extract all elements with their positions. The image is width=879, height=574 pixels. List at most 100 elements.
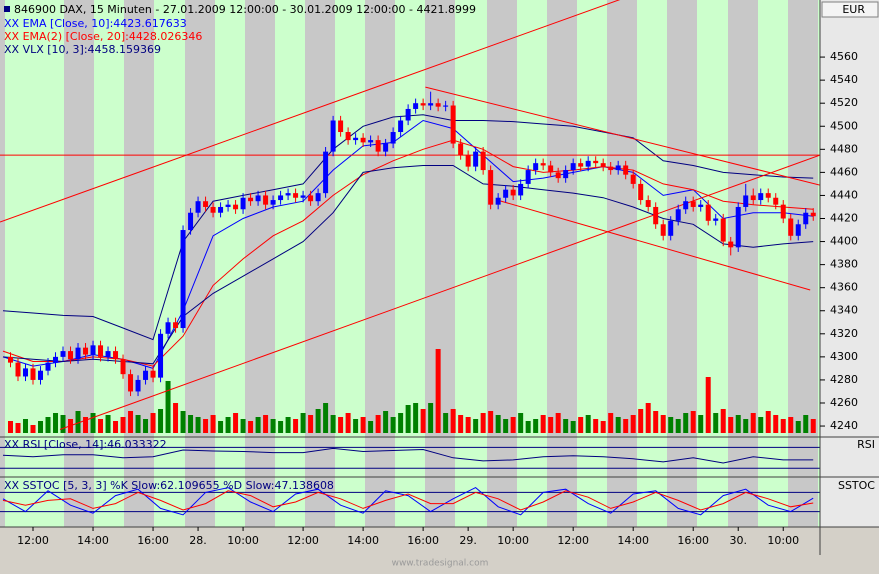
stoch-label: SSTOC: [838, 479, 875, 492]
y-tick-label: 4540: [830, 73, 858, 86]
legend-entry: XX VLX [10, 3]:4458.159369: [4, 43, 161, 56]
volume-bar: [120, 417, 126, 433]
volume-bar: [360, 417, 366, 433]
volume-bar: [450, 409, 456, 433]
candle-body: [435, 103, 441, 107]
candle-body: [105, 351, 111, 357]
trend-line: [425, 86, 820, 186]
candle-body: [338, 120, 344, 133]
candle-body: [450, 105, 456, 144]
candle-body: [293, 193, 299, 198]
candle-body: [128, 374, 134, 392]
volume-bar: [630, 415, 636, 433]
volume-bar: [578, 417, 584, 433]
volume-bar: [60, 415, 66, 433]
candle-body: [443, 105, 449, 107]
volume-bar: [135, 415, 141, 433]
candle-body: [158, 333, 164, 378]
volume-bar: [255, 417, 261, 433]
candle-body: [375, 140, 381, 152]
candle-body: [743, 195, 749, 207]
candle-body: [660, 224, 666, 236]
volume-bar: [758, 417, 764, 433]
volume-bar: [503, 419, 509, 433]
candle-body: [473, 151, 479, 167]
volume-bar: [510, 417, 516, 433]
candle-body: [83, 347, 89, 355]
candle-body: [233, 204, 239, 210]
y-tick-label: 4460: [830, 165, 858, 178]
candle-body: [653, 206, 659, 225]
volume-bar: [555, 413, 561, 433]
candle-body: [390, 132, 396, 144]
candle-body: [38, 370, 44, 380]
volume-bar: [743, 419, 749, 433]
volume-bar: [323, 403, 329, 433]
candle-body: [143, 370, 149, 380]
y-tick-label: 4300: [830, 350, 858, 363]
volume-bar: [465, 417, 471, 433]
candle-body: [308, 195, 314, 202]
x-tick-label: 16:00: [407, 534, 439, 547]
volume-bar: [780, 419, 786, 433]
candle-body: [248, 197, 254, 202]
candle-body: [788, 218, 794, 236]
volume-bar: [548, 417, 554, 433]
volume-bar: [53, 413, 59, 433]
candle-body: [210, 206, 216, 213]
volume-bar: [593, 419, 599, 433]
candle-body: [803, 212, 809, 225]
volume-bar: [653, 411, 659, 433]
volume-bar: [38, 421, 44, 433]
volume-bar: [405, 405, 411, 433]
session-stripe: [305, 0, 335, 527]
volume-bar: [420, 409, 426, 433]
session-stripe: [64, 0, 94, 527]
x-tick-label: 16:00: [137, 534, 169, 547]
volume-bar: [330, 415, 336, 433]
volume-bar: [795, 421, 801, 433]
candle-body: [8, 356, 14, 363]
candle-body: [240, 197, 246, 210]
volume-bar: [113, 421, 119, 433]
x-tick-label: 28.: [189, 534, 207, 547]
session-stripe: [185, 0, 215, 527]
volume-bar: [173, 403, 179, 433]
candle-body: [525, 170, 531, 184]
candle-body: [413, 103, 419, 109]
candle-body: [135, 379, 141, 392]
volume-bar: [750, 413, 756, 433]
candle-body: [353, 137, 359, 141]
candle-body: [720, 218, 726, 242]
candle-body: [773, 197, 779, 205]
volume-bar: [570, 421, 576, 433]
session-stripe: [667, 0, 697, 527]
symbol-marker: [4, 6, 10, 12]
session-stripe: [245, 0, 275, 527]
indicator-panel: [0, 446, 820, 469]
rsi-title: XX RSI [Close, 14]:46.033322: [4, 438, 167, 451]
volume-bar: [690, 411, 696, 433]
session-stripe: [487, 0, 517, 527]
candle-body: [383, 143, 389, 152]
volume-bar: [300, 413, 306, 433]
trend-line: [0, 0, 621, 223]
candle-body: [165, 322, 171, 334]
candle-body: [638, 183, 644, 201]
x-tick-label: 29.: [459, 534, 477, 547]
volume-bar: [225, 417, 231, 433]
stoch-title: XX SSTOC [5, 3, 3] %K Slow:62.109655 %D …: [4, 479, 334, 492]
volume-bar: [15, 423, 21, 433]
x-tick-label: 14:00: [617, 534, 649, 547]
candle-body: [458, 143, 464, 156]
y-tick-label: 4240: [830, 419, 858, 432]
candle-body: [270, 200, 276, 205]
candle-body: [255, 195, 261, 202]
volume-bar: [608, 413, 614, 433]
volume-bar: [615, 417, 621, 433]
session-stripe: [0, 0, 5, 527]
candle-body: [495, 197, 501, 205]
candle-body: [405, 108, 411, 121]
candle-body: [45, 362, 51, 371]
candle-body: [735, 206, 741, 248]
